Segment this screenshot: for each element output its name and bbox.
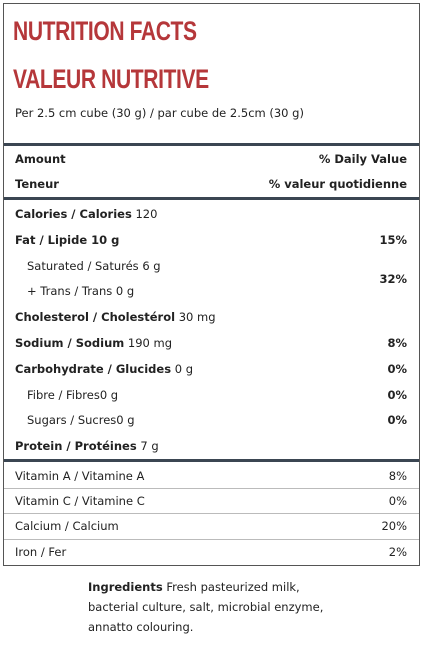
nutrient-name: Fat / Lipide 10 g: [15, 233, 119, 247]
nutrient-label: Fibre / Fibres0 g: [27, 387, 119, 402]
nutrient-name: Sugars / Sucres0 g: [15, 413, 135, 427]
vitamin-row: Calcium / Calcium 20%: [15, 514, 407, 538]
nutrient-name: Carbohydrate / Glucides 0 g: [15, 362, 193, 376]
header-row: Amount % Daily Value: [15, 147, 407, 171]
nutrient-label: Sodium / Sodium: [15, 336, 125, 350]
serving-text: Per 2.5 cm cube (30 g) / par cube de 2.5…: [15, 106, 304, 120]
nutrient-row: Carbohydrate / Glucides 0 g 0%: [15, 357, 407, 381]
vitamin-name: Calcium / Calcium: [15, 519, 119, 534]
header-row: Teneur % valeur quotidienne: [15, 172, 407, 196]
rule: [4, 538, 419, 540]
nutrient-dv: 8%: [387, 336, 407, 350]
ingredients: Ingredients Fresh pasteurized milk, bact…: [88, 577, 338, 637]
nutrient-dv: 0%: [387, 413, 407, 428]
nutrient-label: Fat / Lipide 10 g: [15, 232, 120, 247]
nutrient-amount: 120: [135, 207, 158, 221]
title-en: NUTRITION FACTS: [13, 16, 197, 46]
nutrient-row: + Trans / Trans 0 g: [15, 279, 407, 303]
nutrient-row: Saturated / Saturés 6 g 32%: [15, 254, 407, 286]
nutrient-row: Protein / Protéines 7 g: [15, 434, 407, 458]
rule: [4, 513, 419, 515]
nutrient-label: Sugars / Sucres0 g: [27, 413, 135, 428]
serving: Per 2.5 cm cube (30 g) / par cube de 2.5…: [15, 101, 407, 125]
header-label: Teneur: [15, 177, 59, 191]
header-dv: % Daily Value: [318, 152, 407, 166]
vitamin-dv: 20%: [381, 519, 407, 534]
nutrient-name: Cholesterol / Cholestérol 30 mg: [15, 310, 216, 324]
ingredients-label: Ingredients: [88, 580, 163, 594]
nutrient-amount: 7 g: [140, 439, 159, 454]
nutrient-label: Carbohydrate / Glucides: [15, 361, 172, 376]
vitamin-name: Vitamin A / Vitamine A: [15, 469, 145, 483]
nutrient-row: Fat / Lipide 10 g 15%: [15, 228, 407, 252]
nutrient-dv: 32%: [379, 271, 407, 286]
rule: [4, 197, 419, 200]
rule: [4, 459, 419, 462]
nutrient-name: Protein / Protéines 7 g: [15, 439, 159, 453]
nutrient-label: Calories / Calories: [15, 207, 132, 221]
nutrient-dv: 15%: [379, 232, 407, 247]
nutrient-label: + Trans / Trans 0 g: [27, 284, 135, 299]
vitamin-row: Vitamin C / Vitamine C 0%: [15, 489, 407, 513]
rule: [4, 488, 419, 490]
vitamin-dv: 8%: [388, 469, 407, 483]
nutrient-label: Saturated / Saturés 6 g: [27, 258, 161, 273]
nutrient-row: Fibre / Fibres0 g 0%: [15, 383, 407, 407]
nutrient-row: Sodium / Sodium 190 mg 8%: [15, 331, 407, 355]
vitamin-row: Vitamin A / Vitamine A 8%: [15, 464, 407, 488]
nutrient-name: Sodium / Sodium 190 mg: [15, 336, 172, 350]
nutrient-name: Saturated / Saturés 6 g: [15, 259, 161, 273]
ingredients-text: Fresh pasteurized milk, bacterial cultur…: [88, 580, 324, 634]
nutrient-amount: 30 mg: [178, 310, 216, 325]
nutrient-row: Sugars / Sucres0 g 0%: [15, 408, 407, 432]
vitamin-name: Iron / Fer: [15, 544, 67, 559]
header-label: Amount: [15, 152, 66, 166]
vitamin-dv: 0%: [388, 494, 407, 509]
nutrient-row: Calories / Calories 120: [15, 202, 407, 226]
nutrient-label: Protein / Protéines: [15, 439, 137, 454]
vitamin-row: Iron / Fer 2%: [15, 540, 407, 564]
nutrient-amount: 0 g: [174, 361, 193, 376]
rule: [4, 143, 419, 146]
nutrient-dv: 0%: [387, 387, 407, 402]
vitamin-dv: 2%: [388, 544, 407, 559]
vitamin-name: Vitamin C / Vitamine C: [15, 494, 145, 509]
nutrient-name: + Trans / Trans 0 g: [15, 284, 134, 298]
nutrient-dv: 0%: [387, 361, 407, 376]
title-fr: VALEUR NUTRITIVE: [13, 64, 209, 94]
nutrient-name: Calories / Calories 120: [15, 207, 157, 221]
nutrient-amount: 190 mg: [127, 336, 173, 350]
nutrient-name: Fibre / Fibres0 g: [15, 388, 118, 402]
nutrient-row: Cholesterol / Cholestérol 30 mg: [15, 305, 407, 329]
nutrition-label: NUTRITION FACTS VALEUR NUTRITIVE Per 2.5…: [3, 3, 420, 566]
header-dv: % valeur quotidienne: [268, 177, 407, 191]
nutrient-label: Cholesterol / Cholestérol: [15, 310, 176, 325]
